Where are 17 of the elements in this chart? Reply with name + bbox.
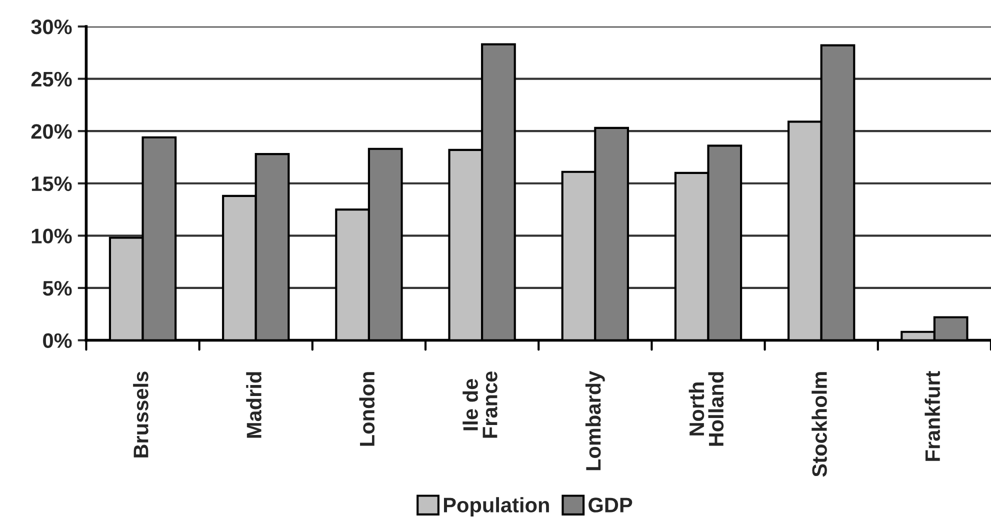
x-tick-label: Lombardy	[585, 370, 605, 470]
y-tick-label: 15%	[32, 176, 72, 192]
x-tick-label: Madrid	[246, 372, 262, 438]
x-tick-label: Stockholm	[812, 372, 827, 477]
legend-label: GDP	[588, 498, 632, 512]
x-tick-label: Ile de France	[462, 372, 498, 438]
y-tick-label: 20%	[31, 124, 72, 139]
legend-label: Population	[444, 497, 549, 517]
x-tick-label: North Holland	[688, 372, 724, 446]
y-tick-label: 5%	[42, 281, 72, 296]
x-tick-label: Frankfurt	[924, 371, 940, 461]
y-tick-label: 30%	[31, 20, 72, 34]
y-tick-label: 0%	[43, 333, 72, 348]
x-tick-label: Brussels	[133, 372, 148, 458]
y-tick-label: 10%	[32, 228, 72, 244]
x-tick-label: London	[359, 372, 375, 446]
y-tick-label: 25%	[31, 72, 72, 87]
